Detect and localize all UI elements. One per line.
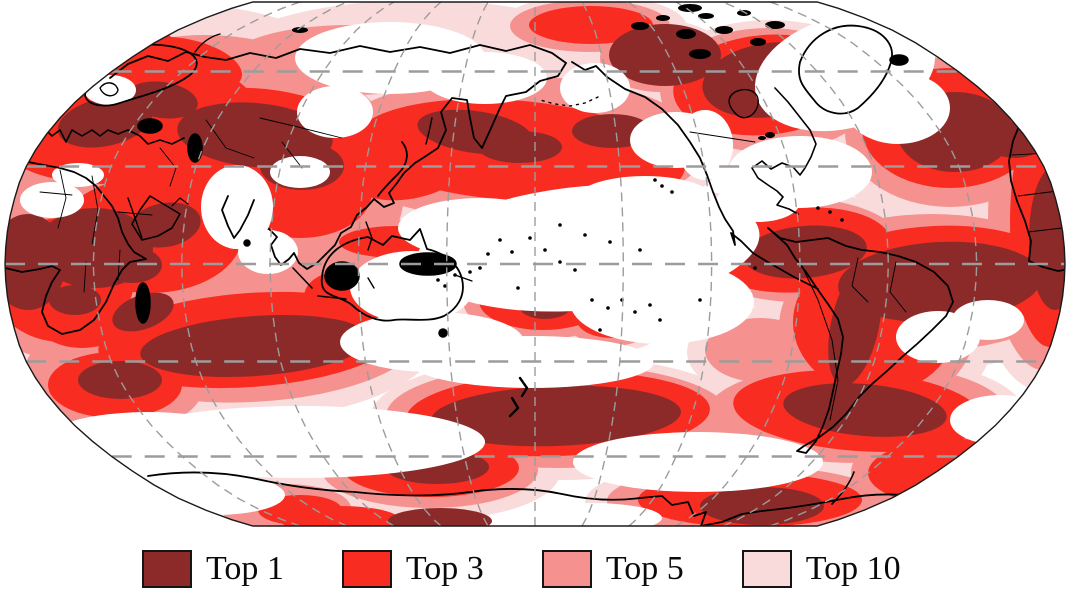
legend-swatch-top10 [741,550,792,588]
legend-item-top10: Top 10 [741,550,901,588]
legend-label-top10: Top 10 [805,550,901,587]
legend-label-top3: Top 3 [405,550,484,587]
legend-swatch-top3 [341,550,392,588]
legend-swatch-top1 [142,550,192,588]
legend-swatch-top5 [541,550,592,588]
graticule [5,1,1065,527]
legend-label-top5: Top 5 [605,550,684,587]
legend-item-top3: Top 3 [341,550,484,588]
projection-outline [4,1,1066,527]
world-map [4,1,1066,527]
island-dots [135,4,909,338]
legend-item-top5: Top 5 [541,550,684,588]
map-legend: Top 1 Top 3 Top 5 Top 10 [0,550,1080,588]
shading-below-top10 [20,12,1050,526]
legend-label-top1: Top 1 [206,550,284,587]
legend-item-top1: Top 1 [142,550,284,588]
